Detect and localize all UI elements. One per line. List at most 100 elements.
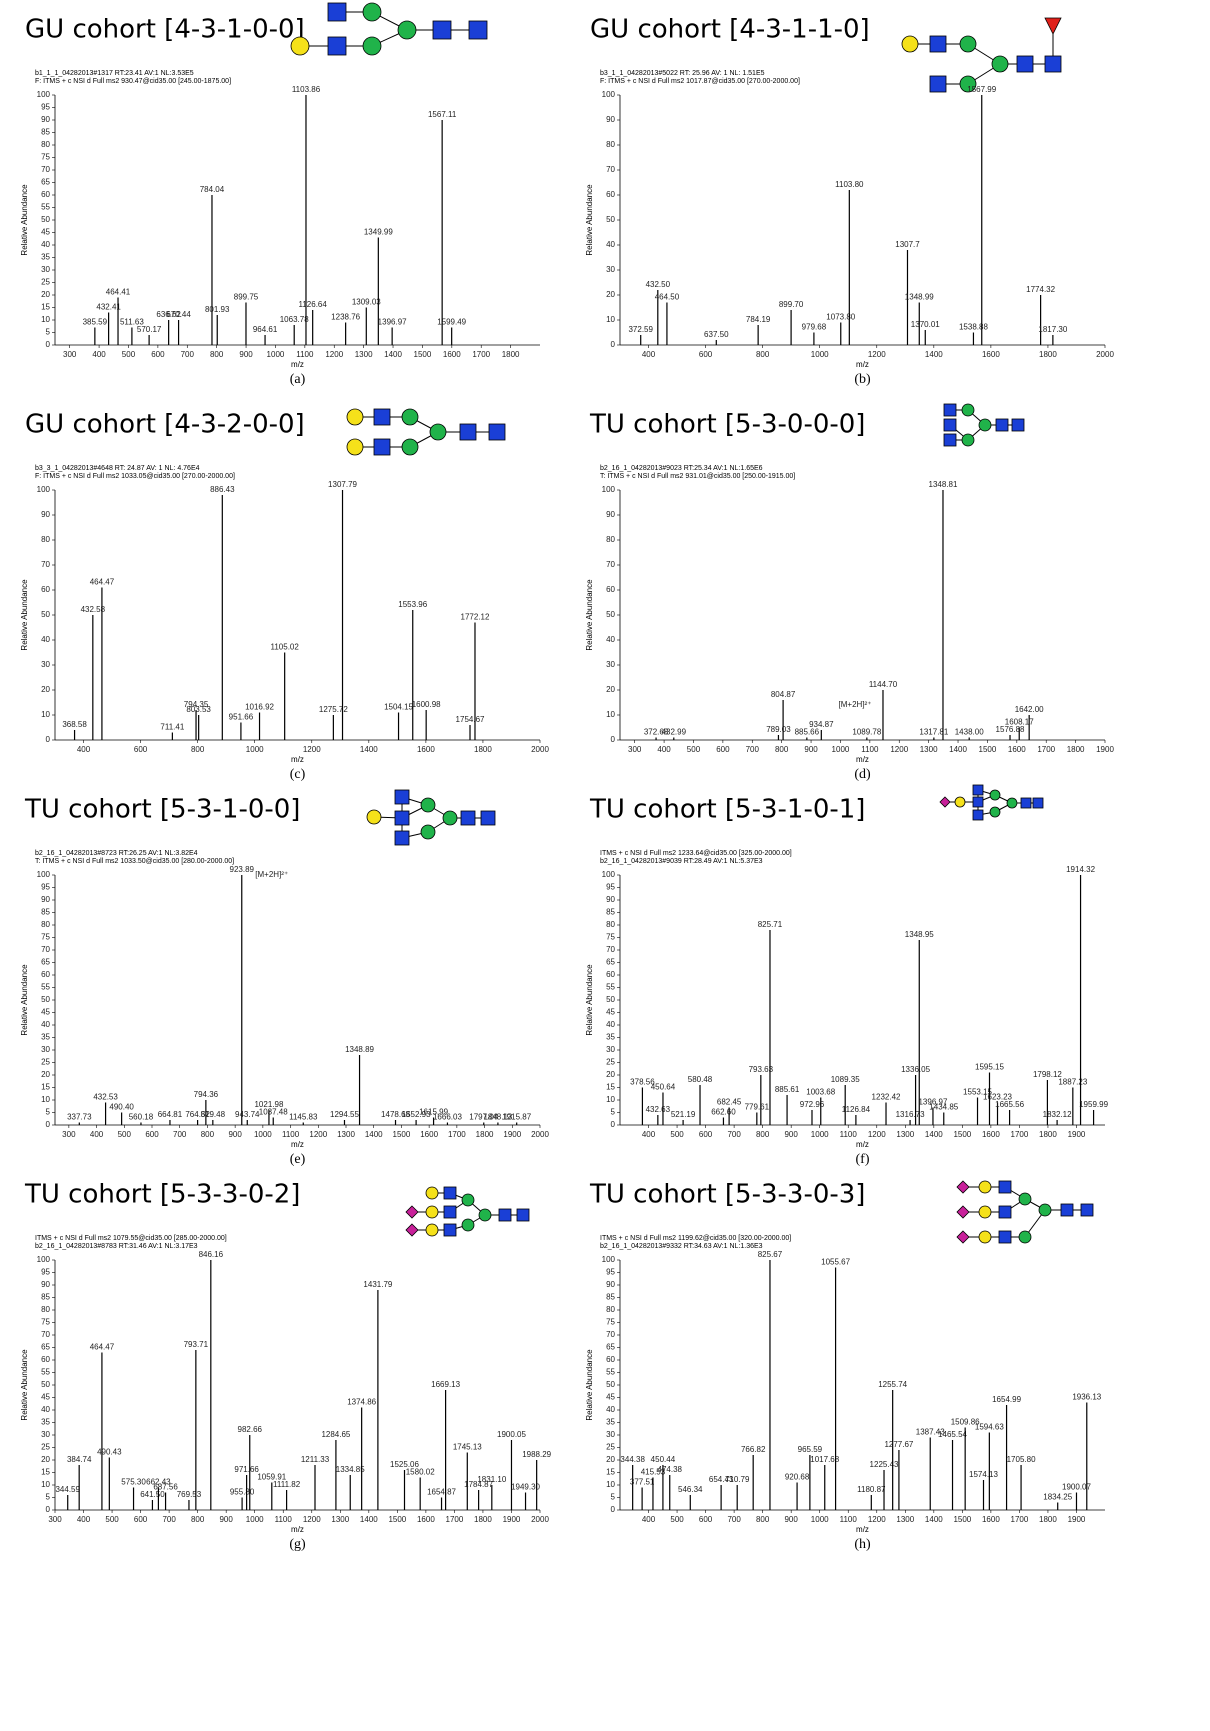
glycan-mannose xyxy=(1006,797,1018,809)
y-tick-label: 40 xyxy=(41,240,50,249)
x-tick-label: 1800 xyxy=(1067,745,1085,754)
peak-label: 1017.68 xyxy=(810,1455,839,1464)
peak xyxy=(1020,1465,1022,1510)
x-tick-label: 1100 xyxy=(861,745,879,754)
x-tick-label: 500 xyxy=(670,1515,684,1524)
peak-label: 1434.85 xyxy=(929,1103,958,1112)
y-tick-label: 100 xyxy=(602,1255,616,1264)
peak xyxy=(491,1485,493,1510)
peak-label: 1334.85 xyxy=(336,1465,365,1474)
y-tick-label: 5 xyxy=(46,328,51,337)
y-tick-label: 95 xyxy=(606,1268,615,1277)
peak-label: 1552.93 xyxy=(402,1110,431,1119)
peak-label: 846.16 xyxy=(199,1250,224,1259)
peak-label: 1348.99 xyxy=(905,293,934,302)
peak-label: 1103.86 xyxy=(292,85,321,94)
panel-title: TU cohort [5-3-1-0-0] xyxy=(24,795,300,825)
glycan-hexnac xyxy=(1016,55,1034,73)
y-tick-label: 90 xyxy=(606,1280,615,1289)
y-tick-label: 20 xyxy=(41,685,50,694)
peak xyxy=(264,335,266,345)
peak xyxy=(272,1117,274,1125)
y-tick-label: 0 xyxy=(611,1505,616,1514)
scan-header: b3_1_1_04282013#5022 RT: 25.96 AV: 1 NL:… xyxy=(600,70,765,77)
glycan-mannose xyxy=(991,55,1009,73)
x-tick-label: 1800 xyxy=(1039,350,1057,359)
peak xyxy=(271,1482,273,1510)
y-tick-label: 10 xyxy=(41,710,50,719)
glycan-hexnac xyxy=(998,1180,1012,1194)
x-axis-label: m/z xyxy=(856,755,869,764)
peak-label: 899.75 xyxy=(234,293,259,302)
x-tick-label: 600 xyxy=(134,1515,148,1524)
glycan-mannose xyxy=(1038,1203,1052,1217)
peak xyxy=(824,1465,826,1510)
y-tick-label: 30 xyxy=(606,265,615,274)
peak xyxy=(689,1495,691,1510)
peak-label: 951.66 xyxy=(229,713,254,722)
x-tick-label: 1300 xyxy=(331,1515,349,1524)
peak-label: 789.03 xyxy=(766,725,791,734)
panel-caption: (g) xyxy=(289,1537,306,1552)
peak-label: 1349.99 xyxy=(364,228,393,237)
y-tick-label: 55 xyxy=(41,203,50,212)
glycan-hexnac xyxy=(998,1205,1012,1219)
peak-label: 378.56 xyxy=(630,1078,655,1087)
peak-label: 1525.06 xyxy=(390,1460,419,1469)
x-tick-label: 400 xyxy=(77,745,91,754)
peak-label: 682.45 xyxy=(717,1098,742,1107)
x-tick-label: 1000 xyxy=(811,1130,829,1139)
peak-label: 368.58 xyxy=(62,720,87,729)
peak-label: 955.80 xyxy=(230,1488,255,1497)
x-tick-label: 800 xyxy=(191,1515,205,1524)
peak xyxy=(641,1487,643,1510)
peak-label: 474.38 xyxy=(658,1465,683,1474)
y-tick-label: 50 xyxy=(606,1380,615,1389)
glycan-galactose xyxy=(901,35,919,53)
peak-label: 1745.13 xyxy=(453,1443,482,1452)
x-tick-label: 700 xyxy=(727,1515,741,1524)
peak-label: 972.96 xyxy=(800,1100,825,1109)
glycan-hexnac xyxy=(943,433,957,447)
peak xyxy=(673,737,675,740)
x-tick-label: 800 xyxy=(756,350,770,359)
peak xyxy=(699,1085,701,1125)
x-tick-label: 500 xyxy=(670,1130,684,1139)
y-tick-label: 70 xyxy=(41,1330,50,1339)
y-tick-label: 40 xyxy=(606,1405,615,1414)
x-tick-label: 400 xyxy=(642,1130,656,1139)
peak xyxy=(757,325,759,345)
scan-header: b1_1_1_04282013#1317 RT:23.41 AV:1 NL:3.… xyxy=(35,70,194,77)
peak-label: 1063.78 xyxy=(280,315,309,324)
peak-label: 1574.13 xyxy=(969,1470,998,1479)
y-tick-label: 85 xyxy=(606,1293,615,1302)
x-tick-label: 1100 xyxy=(275,1515,293,1524)
peak xyxy=(92,615,94,740)
peak-label: 1576.88 xyxy=(996,725,1025,734)
peak xyxy=(1056,1120,1058,1125)
peak-label: 1348.81 xyxy=(929,480,958,489)
peak-label: 490.40 xyxy=(109,1103,134,1112)
peak-label: 385.59 xyxy=(83,318,108,327)
peak-label: 1580.02 xyxy=(406,1468,435,1477)
x-tick-label: 500 xyxy=(122,350,136,359)
x-tick-label: 300 xyxy=(63,350,77,359)
peak-label: 687.56 xyxy=(153,1483,178,1492)
y-tick-label: 60 xyxy=(41,190,50,199)
y-tick-label: 100 xyxy=(37,485,51,494)
glycan-structure xyxy=(346,408,506,456)
peak xyxy=(914,1075,917,1125)
glycan-hexnac xyxy=(943,418,957,432)
glycan-mannose xyxy=(362,2,382,22)
peak xyxy=(302,1122,304,1125)
glycan-hexnac xyxy=(972,784,984,796)
glycan-mannose xyxy=(401,438,419,456)
peak-label: 1915.87 xyxy=(502,1113,531,1122)
glycan-hexnac xyxy=(373,408,391,426)
peak-label: 1238.76 xyxy=(331,313,360,322)
peak xyxy=(813,332,815,345)
x-tick-label: 1100 xyxy=(282,1130,300,1139)
peak xyxy=(982,1480,985,1510)
peak-label: 521.19 xyxy=(671,1110,696,1119)
glycan-mannose xyxy=(978,418,992,432)
